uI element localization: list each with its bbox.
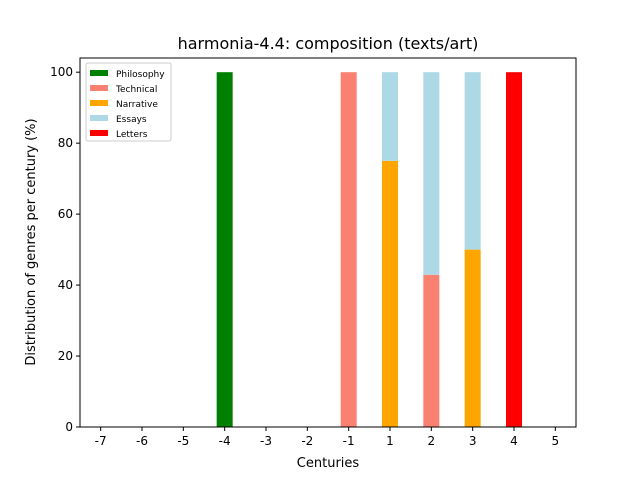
bars-layer: [216, 72, 522, 427]
x-tick-label: -1: [343, 434, 355, 448]
y-tick-label: 20: [58, 349, 73, 363]
y-ticks: 0 20 40 60 80 100: [50, 65, 80, 434]
x-tick-label: 5: [552, 434, 560, 448]
x-tick-label: 3: [469, 434, 477, 448]
y-axis-label: Distribution of genres per century (%): [24, 118, 39, 365]
x-tick-label: 2: [428, 434, 436, 448]
axes-layer: [79, 57, 577, 428]
legend-label-letters: Letters: [116, 130, 148, 140]
y-tick-label: 40: [58, 278, 73, 292]
legend-swatch-essays: [90, 115, 108, 121]
legend-swatch-narrative: [90, 100, 108, 106]
x-tick-label: -7: [95, 434, 107, 448]
x-tick-label: -2: [301, 434, 313, 448]
plot-frame: [79, 57, 577, 428]
bar-essays-2: [423, 72, 440, 275]
legend-label-essays: Essays: [116, 115, 147, 125]
y-tick-label: 80: [58, 136, 73, 150]
x-ticks: -7 -6 -5 -4 -3 -2 -1 1 2 3 4 5: [95, 427, 559, 448]
legend-swatch-letters: [90, 130, 108, 136]
legend-frame: [85, 62, 172, 142]
x-tick-label: 4: [510, 434, 518, 448]
bar-philosophy--4: [216, 72, 233, 427]
legend-swatch-technical: [90, 85, 108, 91]
bar-letters-4: [506, 72, 522, 427]
bar-narrative-3: [464, 249, 481, 427]
x-tick-label: -5: [177, 434, 189, 448]
bar-essays-1: [382, 72, 398, 161]
bar-technical-2: [423, 274, 440, 427]
bar-essays-3: [464, 72, 481, 250]
chart-title: harmonia-4.4: composition (texts/art): [178, 34, 479, 53]
legend-label-philosophy: Philosophy: [116, 70, 165, 80]
bar-technical--1: [340, 72, 357, 427]
legend-label-technical: Technical: [115, 85, 157, 95]
x-tick-label: -4: [219, 434, 231, 448]
x-tick-label: -3: [260, 434, 272, 448]
y-tick-label: 60: [58, 207, 73, 221]
x-tick-label: 1: [386, 434, 394, 448]
y-tick-label: 0: [65, 420, 73, 434]
legend-swatch-philosophy: [90, 70, 108, 76]
x-axis-label: Centuries: [297, 456, 360, 471]
x-tick-label: -6: [136, 434, 148, 448]
bar-narrative-1: [382, 160, 398, 427]
legend: Philosophy Technical Narrative Essays Letter…: [85, 62, 172, 142]
legend-label-narrative: Narrative: [116, 100, 158, 110]
y-tick-label: 100: [50, 65, 73, 79]
